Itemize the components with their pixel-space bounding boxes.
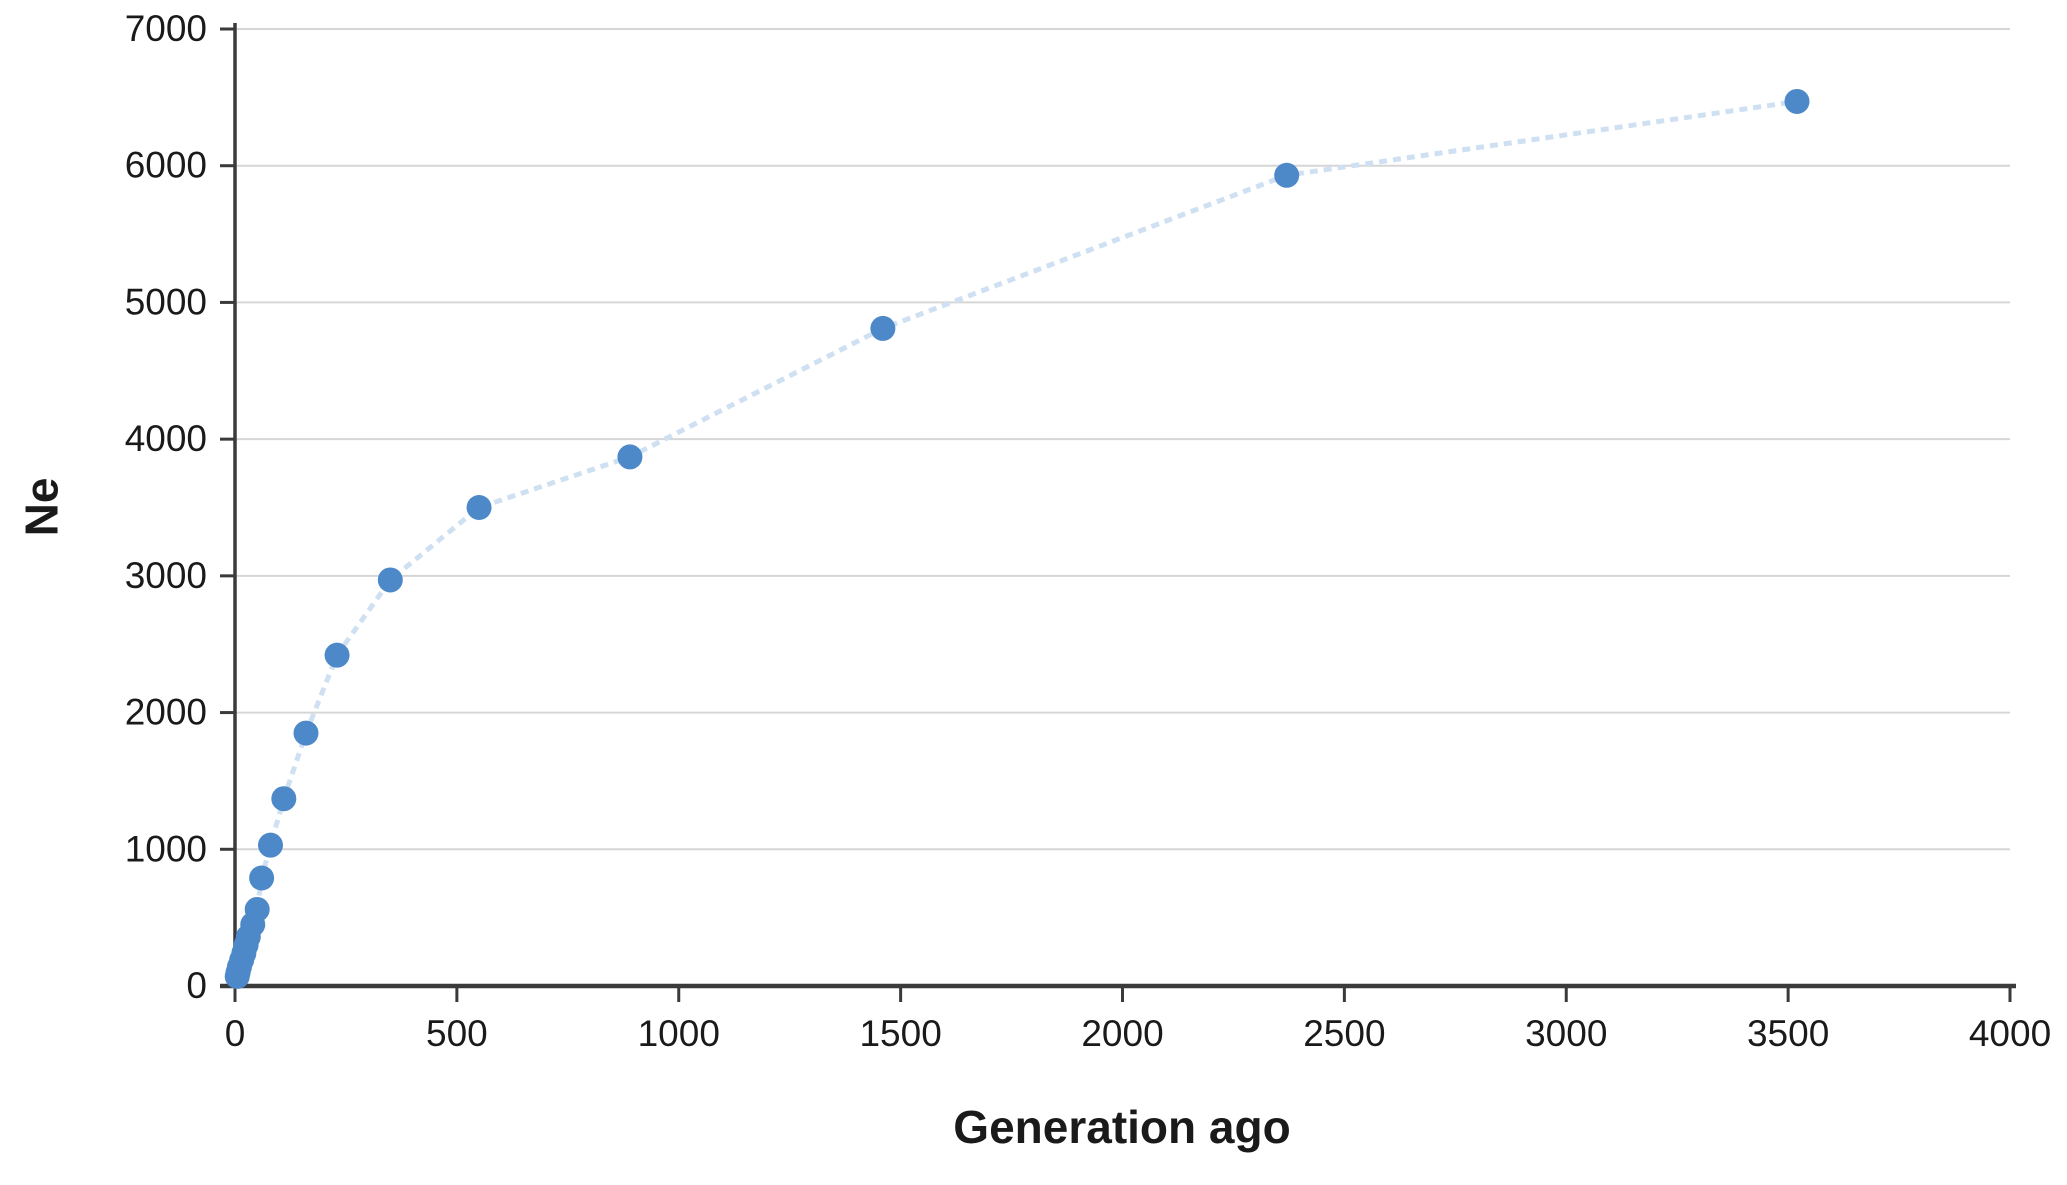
y-tick-label: 3000	[125, 555, 207, 596]
y-tick-label: 7000	[125, 8, 207, 49]
x-tick-label: 3000	[1525, 1013, 1607, 1054]
y-tick-label: 6000	[125, 145, 207, 186]
data-point-marker	[249, 865, 275, 891]
y-tick-label: 2000	[125, 692, 207, 733]
x-tick-label: 2000	[1081, 1013, 1163, 1054]
data-point-marker	[870, 315, 896, 341]
data-point-marker	[617, 444, 643, 470]
data-point-marker	[244, 896, 270, 922]
y-axis-title: Ne	[15, 477, 68, 537]
y-tick-label: 4000	[125, 418, 207, 459]
data-point-marker	[1784, 88, 1810, 114]
data-point-marker	[293, 720, 319, 746]
x-axis-title: Generation ago	[953, 1101, 1291, 1153]
x-tick-label: 1500	[859, 1013, 941, 1054]
data-point-marker	[258, 832, 283, 858]
data-point-marker	[466, 495, 492, 520]
data-point-marker	[271, 786, 297, 812]
x-tick-label: 0	[225, 1013, 246, 1054]
y-tick-label: 5000	[125, 281, 207, 322]
series-line	[234, 98, 1798, 977]
x-tick-label: 500	[426, 1013, 488, 1054]
y-tick-label: 1000	[125, 828, 207, 869]
x-tick-label: 2500	[1303, 1013, 1385, 1054]
y-tick-label: 0	[186, 965, 207, 1006]
data-point-marker	[324, 642, 350, 668]
data-point-marker	[1274, 162, 1300, 188]
data-point-marker	[377, 567, 403, 593]
x-tick-label: 3500	[1747, 1013, 1829, 1054]
x-tick-label: 4000	[1969, 1013, 2051, 1054]
x-tick-label: 1000	[638, 1013, 720, 1054]
